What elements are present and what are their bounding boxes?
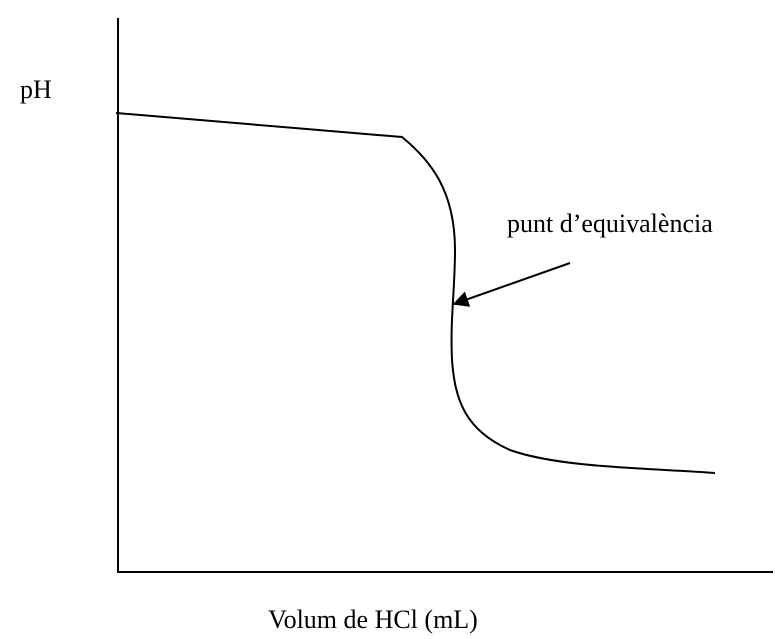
annotation-arrow [452, 262, 571, 307]
titration-curve [115, 112, 716, 474]
x-axis-label: Volum de HCl (mL) [268, 605, 478, 634]
y-axis-label: pH [20, 75, 52, 104]
annotation-label: punt d’equivalència [507, 209, 713, 238]
